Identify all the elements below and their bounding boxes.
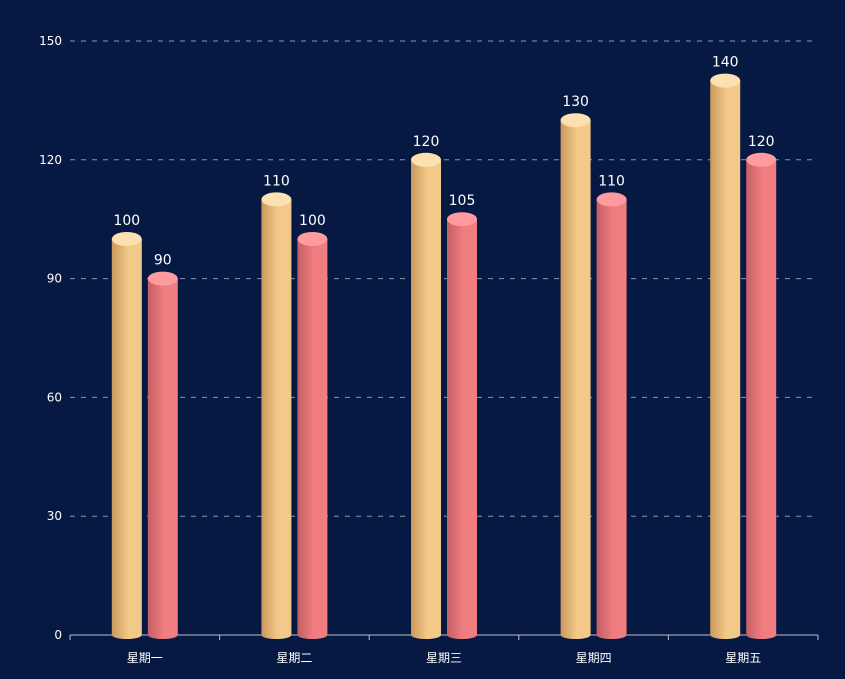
- bar-body: [710, 80, 741, 636]
- bar-series-2: [297, 232, 328, 639]
- x-tick-label: 星期五: [725, 651, 761, 665]
- bar-top-cap: [111, 232, 142, 246]
- bar-body: [560, 120, 591, 635]
- bar-bottom-cap: [411, 631, 441, 639]
- data-label: 120: [748, 134, 775, 150]
- data-label: 120: [413, 134, 440, 150]
- data-label: 100: [113, 213, 140, 229]
- bar-top-cap: [297, 232, 328, 246]
- bar-bottom-cap: [447, 631, 477, 639]
- x-axis: 星期一 星期二 星期三 星期四 星期五: [69, 634, 819, 665]
- bar-body: [447, 219, 477, 635]
- x-tick-label: 星期一: [127, 651, 163, 665]
- bar-bottom-cap: [560, 631, 591, 639]
- bar-series-2: [147, 271, 178, 639]
- data-label: 110: [598, 173, 625, 189]
- data-label: 110: [263, 173, 290, 189]
- x-tick-label: 星期二: [276, 651, 312, 665]
- bar-bottom-cap: [147, 631, 178, 639]
- bar-body: [297, 239, 328, 635]
- bar-series-1: [710, 73, 741, 639]
- bar-bottom-cap: [596, 631, 627, 639]
- y-tick-label: 150: [39, 34, 62, 48]
- bar-top-cap: [447, 212, 477, 227]
- bar-body: [261, 199, 292, 635]
- data-labels: 100 90 110 100 120 105 130 110 140 120: [113, 55, 774, 269]
- bars: [111, 73, 777, 639]
- bar-bottom-cap: [297, 631, 328, 639]
- y-tick-label: 60: [47, 390, 62, 404]
- data-label: 105: [449, 193, 476, 209]
- bar-bottom-cap: [261, 631, 292, 639]
- data-label: 130: [562, 94, 589, 110]
- bar-series-2: [596, 192, 627, 639]
- x-tick-label: 星期三: [426, 651, 462, 665]
- bar-top-cap: [261, 192, 292, 207]
- y-tick-label: 30: [47, 509, 62, 523]
- bar-body: [111, 239, 142, 635]
- x-tick-label: 星期四: [576, 651, 612, 665]
- bar-top-cap: [596, 192, 627, 207]
- y-tick-label: 0: [54, 628, 62, 642]
- bar-body: [596, 199, 627, 635]
- bar-top-cap: [411, 152, 441, 167]
- y-tick-label: 120: [39, 153, 62, 167]
- bar-body: [147, 278, 178, 635]
- bar-series-1: [111, 232, 142, 639]
- bar-top-cap: [746, 152, 777, 167]
- bar-bottom-cap: [111, 631, 142, 639]
- bar-series-2: [447, 212, 477, 639]
- y-tick-label: 90: [47, 272, 62, 286]
- grid-lines: [70, 40, 818, 517]
- data-label: 90: [154, 253, 172, 269]
- bar-body: [411, 159, 441, 636]
- data-label: 140: [712, 55, 739, 71]
- bar-top-cap: [560, 113, 591, 128]
- data-label: 100: [299, 213, 326, 229]
- bar-bottom-cap: [746, 631, 777, 639]
- bar-series-1: [261, 192, 292, 639]
- bar-bottom-cap: [710, 631, 741, 639]
- bar-body: [746, 159, 777, 636]
- bar-top-cap: [147, 271, 178, 286]
- bar-series-1: [560, 113, 591, 639]
- bar-series-2: [746, 152, 777, 639]
- bar-series-1: [411, 152, 441, 639]
- y-axis-ticks: 0 30 60 90 120 150: [39, 34, 62, 642]
- bar-top-cap: [710, 73, 741, 88]
